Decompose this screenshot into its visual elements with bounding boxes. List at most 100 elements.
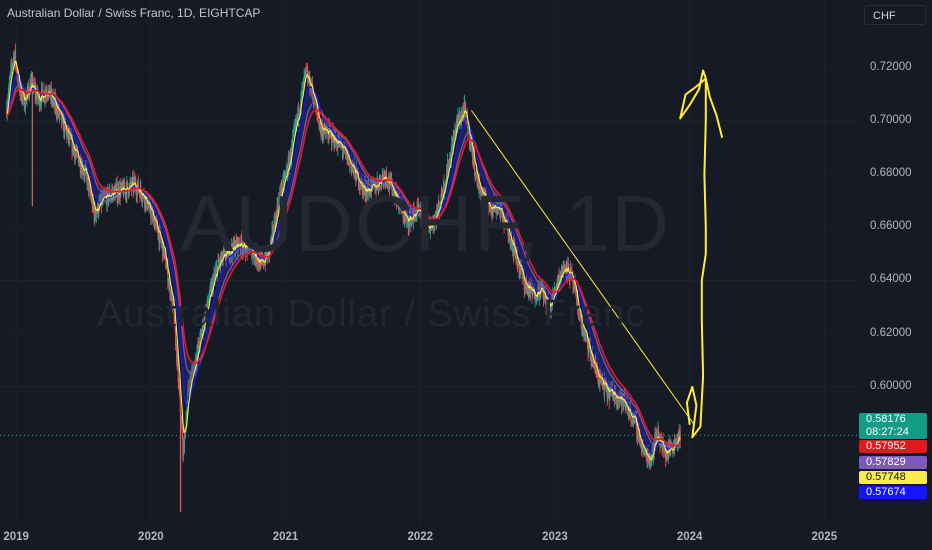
candle-body bbox=[280, 197, 282, 199]
candle-body bbox=[616, 401, 618, 403]
candle-body bbox=[557, 275, 559, 283]
candle-body bbox=[541, 282, 543, 289]
candle-body bbox=[184, 429, 186, 431]
candle-body bbox=[674, 440, 676, 445]
candle-body bbox=[470, 141, 472, 145]
candle-body bbox=[594, 368, 596, 370]
candle-body bbox=[153, 220, 155, 228]
candle-body bbox=[441, 195, 443, 197]
candle-body bbox=[640, 440, 642, 447]
candle-body bbox=[395, 190, 397, 202]
candle-body bbox=[145, 195, 147, 206]
candle-body bbox=[532, 288, 534, 295]
candle-body bbox=[548, 307, 550, 312]
candle-body bbox=[19, 80, 21, 93]
candle-body bbox=[387, 183, 389, 186]
candle-body bbox=[337, 142, 339, 148]
candle-body bbox=[474, 172, 476, 175]
candle-body bbox=[88, 178, 90, 191]
candle-body bbox=[439, 204, 441, 206]
candle-body bbox=[303, 78, 305, 80]
time-tick-label: 2020 bbox=[138, 531, 164, 543]
candle-body bbox=[342, 150, 344, 152]
candle-body bbox=[96, 203, 98, 212]
user-drawings[interactable] bbox=[471, 69, 723, 439]
candle-body bbox=[600, 378, 602, 381]
candle-body bbox=[87, 175, 89, 184]
candle-body bbox=[161, 243, 163, 245]
candle-body bbox=[292, 134, 294, 138]
candle-body bbox=[178, 381, 180, 384]
candle-body bbox=[457, 115, 459, 122]
candle-body bbox=[233, 242, 235, 247]
candle-body bbox=[515, 250, 517, 262]
candle-body bbox=[127, 182, 129, 189]
candle-body bbox=[299, 109, 301, 115]
candle-body bbox=[45, 92, 47, 93]
candle-body bbox=[649, 459, 651, 466]
candle-body bbox=[98, 199, 100, 203]
candle-body bbox=[362, 186, 364, 195]
candle-body bbox=[153, 213, 155, 228]
candle-body bbox=[533, 287, 535, 290]
candle-body bbox=[37, 97, 39, 99]
candle-body bbox=[314, 100, 316, 107]
candle-body bbox=[292, 137, 294, 144]
candle-body bbox=[423, 221, 425, 229]
candle-body bbox=[559, 274, 561, 283]
candle-body bbox=[235, 240, 237, 244]
candle-body bbox=[363, 186, 365, 191]
candle-body bbox=[287, 160, 289, 174]
candle-body bbox=[480, 193, 482, 197]
candle-body bbox=[499, 206, 501, 216]
candle-body bbox=[558, 275, 560, 283]
candle-body bbox=[9, 72, 11, 79]
candle-body bbox=[66, 130, 68, 138]
candle-body bbox=[479, 182, 481, 189]
candle-body bbox=[148, 205, 150, 207]
candle-body bbox=[16, 64, 18, 72]
candle-body bbox=[530, 284, 532, 288]
candle-body bbox=[120, 184, 122, 190]
candle-body bbox=[633, 414, 635, 416]
candle-body bbox=[482, 193, 484, 197]
candle-body bbox=[321, 126, 323, 129]
candle-body bbox=[582, 323, 584, 330]
candle-body bbox=[271, 229, 273, 236]
candle-body bbox=[573, 283, 575, 290]
candle-body bbox=[640, 440, 642, 448]
candle-body bbox=[425, 222, 427, 232]
candle-body bbox=[620, 392, 622, 397]
candle-body bbox=[210, 286, 212, 288]
candle-body bbox=[162, 242, 164, 257]
candle-body bbox=[139, 192, 141, 199]
candle-body bbox=[599, 374, 601, 384]
currency-button[interactable]: CHF bbox=[864, 5, 926, 25]
candle-body bbox=[351, 167, 353, 169]
candle-body bbox=[227, 245, 229, 258]
watermark-name: Australian Dollar / Swiss Franc bbox=[97, 293, 646, 335]
candle-body bbox=[24, 108, 26, 110]
candle-body bbox=[561, 265, 563, 275]
candle-body bbox=[666, 454, 668, 457]
candle-body bbox=[576, 290, 578, 303]
candle-body bbox=[398, 200, 400, 208]
candle-body bbox=[118, 197, 120, 199]
candle-body bbox=[167, 282, 169, 284]
candle-body bbox=[588, 345, 590, 349]
candle-body bbox=[54, 96, 56, 108]
candle-body bbox=[324, 124, 326, 126]
candle-body bbox=[468, 127, 470, 144]
candle-body bbox=[590, 355, 592, 361]
candle-body bbox=[497, 208, 499, 210]
candle-body bbox=[188, 386, 190, 388]
chart-title[interactable]: Australian Dollar / Swiss Franc, 1D, EIG… bbox=[7, 6, 261, 20]
candle-body bbox=[481, 190, 483, 197]
candle-body bbox=[510, 239, 512, 242]
candle-body bbox=[361, 180, 363, 183]
candle-body bbox=[261, 258, 263, 260]
candle-body bbox=[642, 444, 644, 454]
candle-body bbox=[207, 299, 209, 304]
price-tick-label: 0.72000 bbox=[870, 60, 912, 73]
